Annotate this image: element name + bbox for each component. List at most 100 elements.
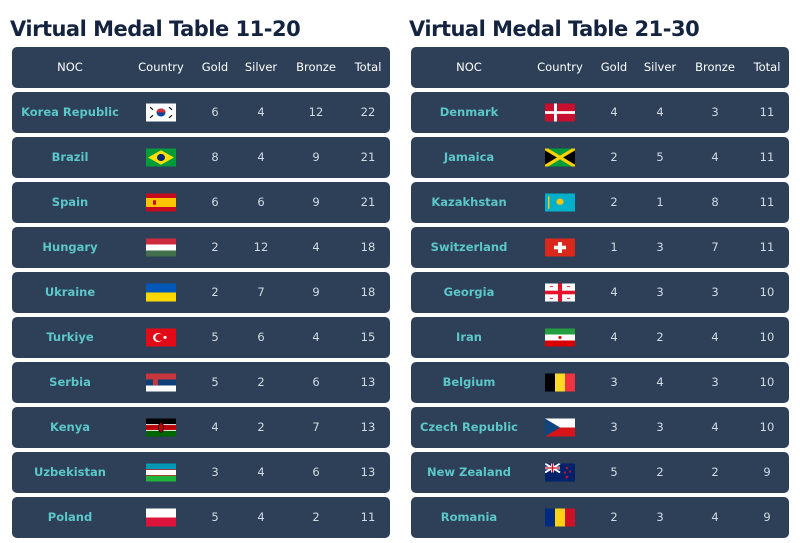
medal-count: 5: [211, 375, 218, 389]
medal-count: 2: [656, 330, 663, 344]
medal-count: 4: [610, 330, 617, 344]
row-background: [12, 182, 390, 223]
noc-name: Poland: [48, 510, 92, 524]
column-header: NOC: [57, 60, 83, 74]
column-header: Total: [354, 60, 382, 74]
noc-name: Korea Republic: [21, 105, 119, 119]
medal-count: 4: [312, 330, 319, 344]
medal-count: 2: [610, 150, 617, 164]
medal-count: 9: [763, 510, 770, 524]
column-header: Total: [753, 60, 781, 74]
medal-count: 13: [361, 420, 376, 434]
medal-count: 5: [656, 150, 663, 164]
medal-count: 12: [254, 240, 269, 254]
medal-count: 9: [312, 285, 319, 299]
medal-count: 2: [211, 285, 218, 299]
medal-count: 4: [610, 105, 617, 119]
table-row: Poland 5 4 2 11: [12, 497, 390, 538]
flag: [146, 193, 176, 212]
table-row: Uzbekistan 3 4 6 13: [12, 452, 390, 493]
row-background: [12, 92, 390, 133]
row-background: [411, 407, 789, 448]
column-header: Country: [537, 60, 583, 74]
row-background: [12, 497, 390, 538]
medal-count: 9: [312, 150, 319, 164]
row-background: [411, 137, 789, 178]
medal-count: 3: [656, 420, 663, 434]
medal-count: 9: [312, 195, 319, 209]
medal-count: 2: [610, 510, 617, 524]
medal-count: 4: [257, 150, 264, 164]
medal-count: 12: [309, 105, 324, 119]
medal-count: 3: [610, 375, 617, 389]
row-background: [12, 317, 390, 358]
medal-count: 4: [656, 375, 663, 389]
medal-count: 4: [711, 420, 718, 434]
row-background: [411, 272, 789, 313]
column-header: Gold: [601, 60, 627, 74]
table-row: Ukraine 2 7 9 18: [12, 272, 390, 313]
medal-count: 3: [656, 240, 663, 254]
table-row: Spain 6 6 9 21: [12, 182, 390, 223]
flag: [545, 238, 575, 257]
table-row: Romania 2 3 4 9: [411, 497, 789, 538]
header-row: [12, 47, 390, 88]
medal-count: 13: [361, 465, 376, 479]
row-background: [411, 227, 789, 268]
table-row: Hungary 2 12 4 18: [12, 227, 390, 268]
noc-name: Romania: [441, 510, 497, 524]
row-background: [12, 362, 390, 403]
table-row: Jamaica 2 5 4 11: [411, 137, 789, 178]
medal-count: 6: [211, 195, 218, 209]
row-background: [411, 182, 789, 223]
table-row: Kazakhstan 2 1 8 11: [411, 182, 789, 223]
medal-count: 2: [656, 465, 663, 479]
medal-count: 4: [211, 420, 218, 434]
medal-count: 4: [257, 510, 264, 524]
noc-name: Switzerland: [431, 240, 508, 254]
table-row: Czech Republic 3 3 4 10: [411, 407, 789, 448]
medal-count: 3: [656, 510, 663, 524]
noc-name: Georgia: [444, 285, 495, 299]
medal-count: 6: [312, 465, 319, 479]
noc-name: Iran: [456, 330, 482, 344]
flag: [545, 193, 575, 212]
row-background: [12, 272, 390, 313]
flag: [146, 373, 176, 392]
medal-count: 7: [312, 420, 319, 434]
row-background: [411, 317, 789, 358]
table-row: New Zealand 5 2 2 9: [411, 452, 789, 493]
noc-name: Hungary: [42, 240, 98, 254]
medal-count: 10: [760, 375, 775, 389]
medal-count: 8: [211, 150, 218, 164]
column-header: Bronze: [296, 60, 336, 74]
row-background: [411, 497, 789, 538]
medal-count: 11: [760, 240, 775, 254]
medal-count: 4: [711, 510, 718, 524]
noc-name: Ukraine: [45, 285, 96, 299]
medal-count: 6: [211, 105, 218, 119]
header-row: [411, 47, 789, 88]
table-row: Turkiye 5 6 4 15: [12, 317, 390, 358]
medal-count: 4: [610, 285, 617, 299]
medal-table: Virtual Medal Table 21-30 NOC Country Gold S…: [409, 17, 789, 538]
table-row: Brazil 8 4 9 21: [12, 137, 390, 178]
column-header: Country: [138, 60, 184, 74]
row-background: [12, 407, 390, 448]
flag: [545, 148, 575, 167]
medal-count: 4: [257, 105, 264, 119]
medal-count: 2: [257, 375, 264, 389]
medal-count: 3: [610, 420, 617, 434]
table-row: Belgium 3 4 3 10: [411, 362, 789, 403]
table-row: Kenya 4 2 7 13: [12, 407, 390, 448]
column-header: Silver: [245, 60, 278, 74]
medal-count: 4: [257, 465, 264, 479]
row-background: [411, 452, 789, 493]
medal-count: 6: [257, 195, 264, 209]
medal-count: 2: [312, 510, 319, 524]
medal-count: 18: [361, 285, 376, 299]
row-background: [411, 362, 789, 403]
medal-count: 5: [211, 330, 218, 344]
flag: [545, 463, 575, 482]
